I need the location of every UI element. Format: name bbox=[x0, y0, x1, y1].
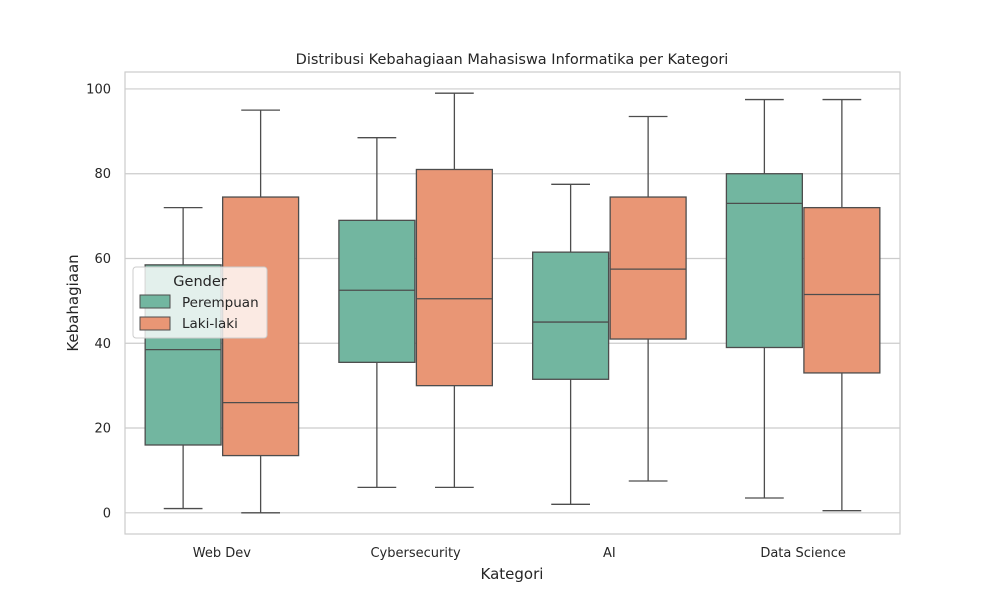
y-tick-labels: 0 20 40 60 80 100 bbox=[86, 82, 111, 521]
legend-title: Gender bbox=[173, 274, 226, 290]
chart-title: Distribusi Kebahagiaan Mahasiswa Informa… bbox=[296, 52, 729, 68]
legend-swatch-perempuan bbox=[139, 294, 171, 309]
y-tick-label: 100 bbox=[86, 82, 111, 97]
y-tick-label: 60 bbox=[94, 252, 111, 267]
legend-label-laki-laki: Laki-laki bbox=[182, 316, 238, 332]
x-axis-label: Kategori bbox=[481, 565, 544, 583]
box-perempuan-data-science bbox=[725, 98, 804, 499]
iqr-box bbox=[609, 196, 687, 340]
y-tick-label: 40 bbox=[94, 337, 111, 352]
box-perempuan-ai bbox=[532, 183, 610, 505]
legend-label-perempuan: Perempuan bbox=[182, 295, 259, 311]
box-perempuan-cybersecurity bbox=[338, 137, 416, 489]
box-laki-laki-data-science bbox=[803, 98, 881, 512]
y-tick-label: 0 bbox=[103, 506, 111, 521]
y-tick-label: 80 bbox=[94, 167, 111, 182]
legend-swatch-laki-laki bbox=[139, 316, 171, 331]
x-tick-label-cybersecurity: Cybersecurity bbox=[370, 546, 461, 561]
y-axis-label: Kebahagiaan bbox=[64, 254, 82, 351]
iqr-box bbox=[725, 173, 804, 349]
iqr-box bbox=[338, 219, 416, 363]
x-tick-label-data-science: Data Science bbox=[760, 546, 846, 561]
box-laki-laki-cybersecurity bbox=[415, 92, 493, 489]
x-tick-label-ai: AI bbox=[603, 546, 616, 561]
box-laki-laki-ai bbox=[609, 115, 687, 482]
x-tick-label-web-dev: Web Dev bbox=[193, 546, 251, 561]
iqr-box bbox=[803, 206, 881, 374]
legend: Gender Perempuan Laki-laki bbox=[132, 266, 268, 339]
plot-frame bbox=[124, 71, 901, 535]
iqr-box bbox=[415, 168, 493, 387]
iqr-box bbox=[532, 251, 610, 380]
y-tick-label: 20 bbox=[94, 422, 111, 437]
box-perempuan-web-dev bbox=[144, 206, 222, 510]
x-tick-labels: Web Dev Cybersecurity AI Data Science bbox=[193, 546, 846, 561]
